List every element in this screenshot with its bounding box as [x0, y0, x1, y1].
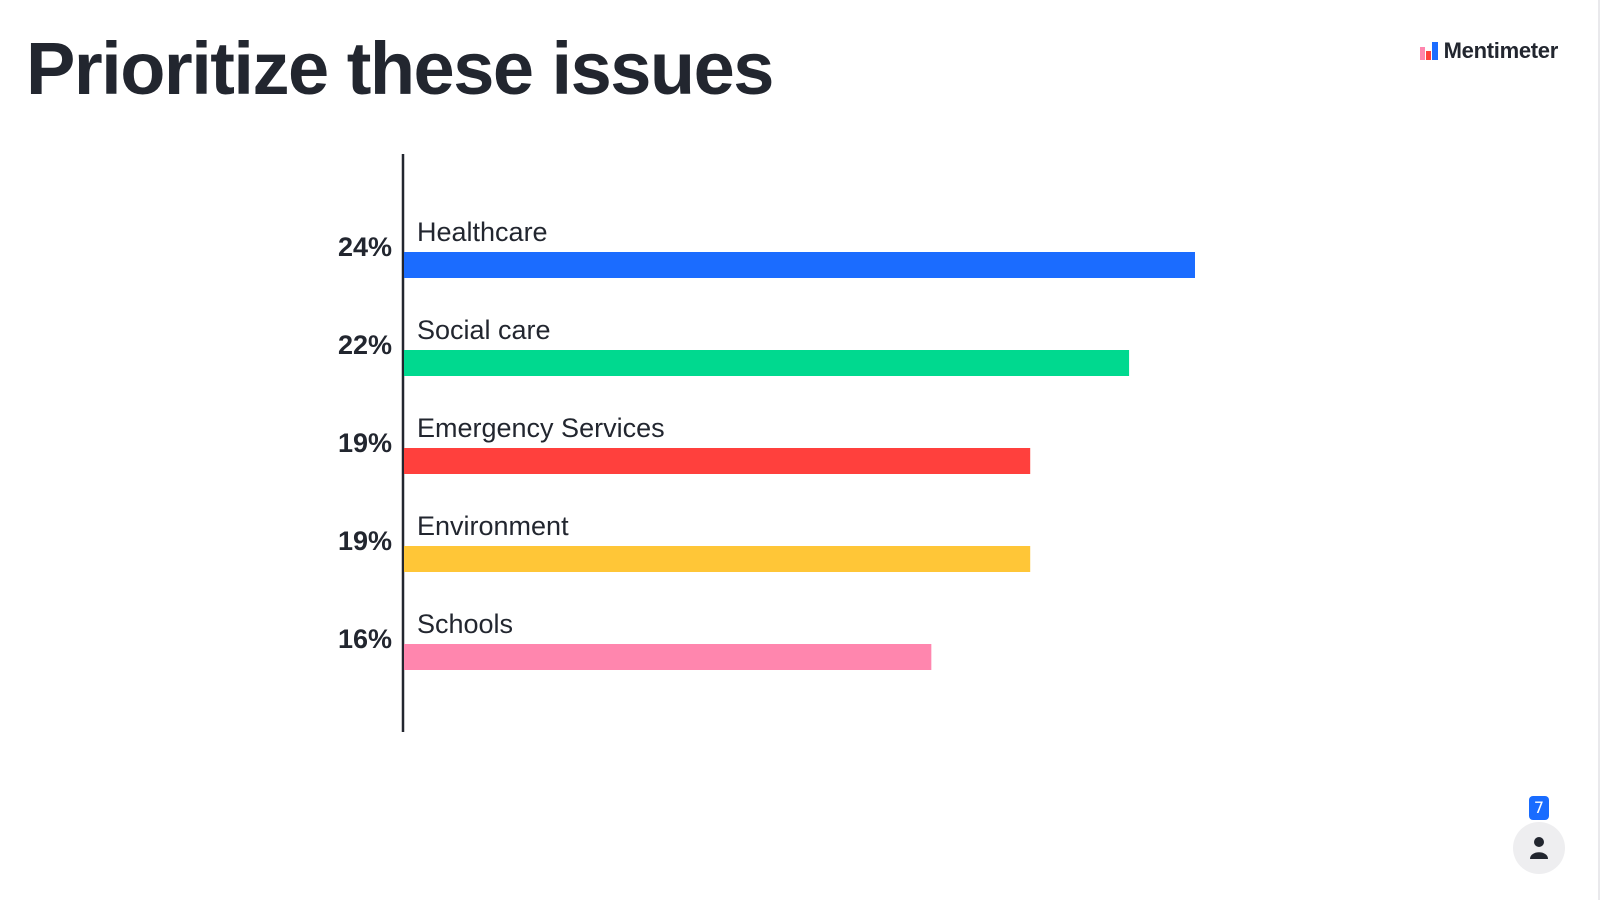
brand-logo: Mentimeter [1419, 38, 1559, 64]
participant-avatar[interactable] [1513, 822, 1565, 874]
bar-percentage: 19% [338, 428, 392, 458]
bar-environment [404, 546, 1031, 572]
mentimeter-logo-icon [1419, 42, 1438, 60]
participant-count-badge: 7 [1529, 796, 1549, 820]
bar-emergency-services [404, 448, 1031, 474]
bar-schools [404, 644, 932, 670]
bar-percentage: 19% [338, 526, 392, 556]
bar-percentage: 22% [338, 330, 392, 360]
bar-percentage: 24% [338, 232, 392, 262]
bar-label: Environment [417, 511, 569, 541]
bar-social-care [404, 350, 1130, 376]
bar-label: Healthcare [417, 217, 548, 247]
bar-percentage: 16% [338, 624, 392, 654]
slide-right-edge [1598, 0, 1600, 900]
bar-healthcare [404, 252, 1195, 278]
bar-label: Schools [417, 609, 513, 639]
bar-label: Social care [417, 315, 551, 345]
brand-name: Mentimeter [1443, 38, 1559, 63]
bar-label: Emergency Services [417, 413, 665, 443]
slide-title: Prioritize these issues [26, 27, 774, 110]
participant-indicator[interactable]: 7 [1513, 796, 1565, 874]
person-icon [1530, 837, 1548, 859]
